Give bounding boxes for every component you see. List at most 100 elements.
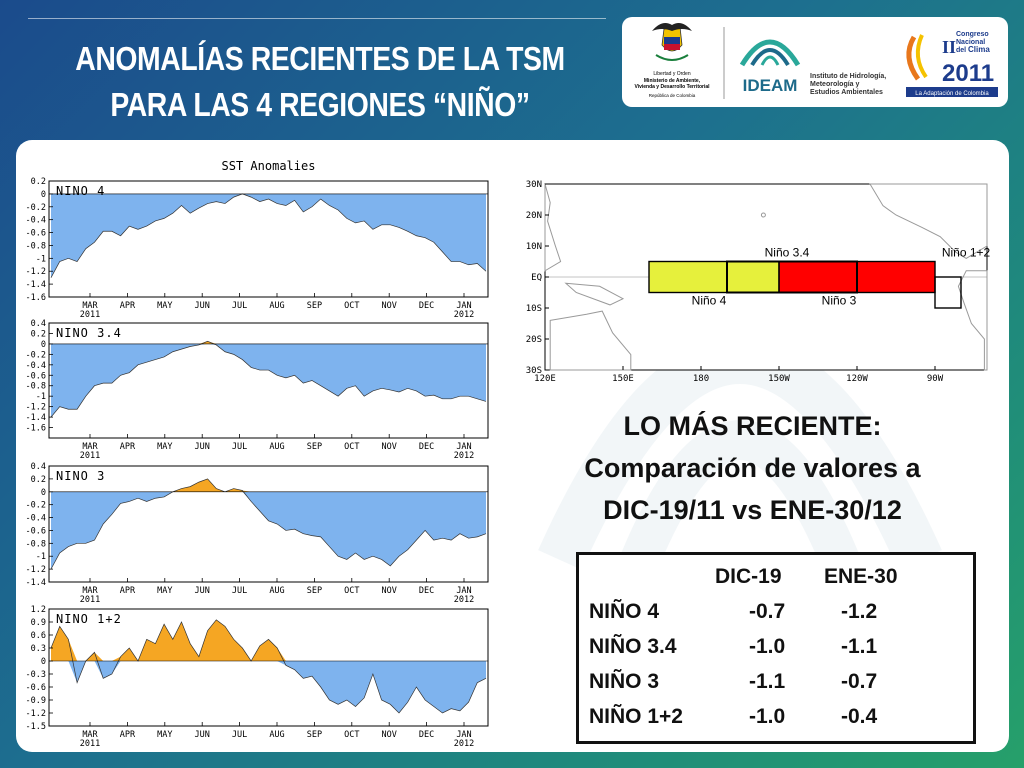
- lat-label: EQ: [531, 273, 542, 283]
- x-tick-label: JUN: [195, 586, 210, 596]
- latest-subtitle-1: Comparación de valores a: [584, 453, 921, 483]
- row-dic: -1.0: [749, 635, 786, 658]
- x-tick-label: MAR: [82, 442, 98, 452]
- y-tick-label: -1: [36, 254, 46, 264]
- nino4-label: Niño 4: [692, 294, 727, 308]
- lon-label: 150E: [612, 374, 634, 384]
- x-tick-label: OCT: [344, 730, 359, 740]
- lon-label: 90W: [927, 374, 944, 384]
- table-row: NIÑO 3.4 -1.0 -1.1: [579, 635, 973, 665]
- chart-panel-3: 0.4 0.2 0 -0.2 -0.4 -0.6 -0.8 -1 -1.2 -1.4 MAR APR M…: [26, 462, 489, 605]
- y-tick-label: -0.6: [26, 683, 46, 693]
- y-tick-label: 0.2: [31, 329, 46, 339]
- x-tick-label: DEC: [419, 301, 434, 311]
- region-label: NINO 3.4: [56, 326, 122, 340]
- row-dic: -0.7: [749, 600, 786, 623]
- lat-label: 20N: [526, 211, 542, 221]
- y-tick-label: 0: [41, 190, 46, 200]
- y-tick-label: -0.2: [26, 203, 46, 213]
- x-tick-label: APR: [120, 442, 136, 452]
- year-label-2011: 2011: [80, 595, 100, 605]
- y-tick-label: -0.9: [26, 696, 46, 706]
- hawaii-shape: [760, 212, 766, 218]
- y-tick-label: -0.4: [26, 361, 46, 371]
- x-tick-label: OCT: [344, 301, 359, 311]
- ministry-line-3: Vivienda y Desarrollo Territorial: [634, 84, 710, 90]
- nino34-region-outline: [726, 260, 858, 294]
- x-tick-label: APR: [120, 586, 136, 596]
- row-ene: -0.4: [841, 705, 878, 728]
- x-tick-label: AUG: [269, 586, 284, 596]
- new-guinea-shape: [564, 282, 625, 306]
- x-tick-label: MAR: [82, 586, 98, 596]
- anomaly-line: [50, 193, 487, 278]
- row-dic: -1.1: [749, 670, 786, 693]
- congreso-del: del: [956, 47, 966, 54]
- x-tick-label: JAN: [456, 730, 471, 740]
- x-tick-label: JUL: [232, 730, 247, 740]
- plot-frame: [48, 180, 489, 298]
- congreso-tagline: La Adaptación de Colombia: [915, 91, 989, 97]
- x-tick-label: JUN: [195, 730, 210, 740]
- ideam-line-1: Instituto de Hidrología,: [810, 73, 886, 80]
- lat-label: 10N: [526, 242, 542, 252]
- latest-heading: LO MÁS RECIENTE: Comparación de valores …: [510, 405, 995, 531]
- year-label-2011: 2011: [80, 451, 100, 461]
- y-tick-label: -1.2: [26, 403, 46, 413]
- y-tick-label: 0: [41, 488, 46, 498]
- coastline-shapes: [544, 183, 988, 371]
- x-tick-label: JAN: [456, 442, 471, 452]
- ideam-logo: IDEAM Instituto de Hidrología, Meteorolo…: [739, 39, 886, 96]
- chart-panel-1: 0.2 0 -0.2 -0.4 -0.6 -0.8 -1 -1.2 -1.4 -1.6 MAR APR…: [26, 177, 489, 320]
- x-tick-label: NOV: [382, 301, 397, 311]
- x-tick-label: MAR: [82, 301, 98, 311]
- row-region: NIÑO 4: [589, 600, 660, 623]
- lat-label: 30S: [526, 366, 542, 376]
- year-label-2012: 2012: [454, 595, 474, 605]
- title-line-1: ANOMALÍAS RECIENTES DE LA TSM: [75, 40, 565, 77]
- plot-frame: [48, 608, 489, 727]
- latest-subtitle-2: DIC-19/11 vs ENE-30/12: [603, 495, 902, 525]
- slide-title: ANOMALÍAS RECIENTES DE LA TSM PARA LAS 4…: [62, 36, 578, 128]
- x-tick-label: AUG: [269, 730, 284, 740]
- x-tick-label: NOV: [382, 586, 397, 596]
- y-tick-label: 0.3: [31, 644, 46, 654]
- map-regions: Niño 4 Niño 3.4 Niño 3 Niño 1+2: [648, 246, 991, 309]
- y-tick-label: 0.9: [31, 618, 46, 628]
- y-tick-label: -1.4: [26, 280, 46, 290]
- y-tick-label: -1: [36, 552, 46, 562]
- logo-banner: Libertad y Orden Ministerio de Ambiente,…: [622, 17, 1008, 107]
- chart-panel-4: 1.2 0.9 0.6 0.3 0 -0.3 -0.6 -0.9 -1.2 -1.5 MAR APR M…: [26, 605, 489, 749]
- logos-svg: Libertad y Orden Ministerio de Ambiente,…: [634, 23, 998, 99]
- x-tick-label: DEC: [419, 586, 434, 596]
- x-tick-label: DEC: [419, 730, 434, 740]
- x-tick-label: JUL: [232, 442, 247, 452]
- asia-coast-shape: [544, 183, 562, 272]
- x-tick-label: MAY: [157, 442, 172, 452]
- row-region: NIÑO 1+2: [589, 705, 683, 728]
- x-tick-label: MAY: [157, 301, 172, 311]
- ideam-name: IDEAM: [743, 76, 798, 95]
- chart-title: SST Anomalies: [222, 159, 316, 173]
- ministry-line-4: República de Colombia: [649, 93, 696, 98]
- x-tick-label: DEC: [419, 442, 434, 452]
- y-tick-label: -0.4: [26, 514, 46, 524]
- comparison-table: DIC-19 ENE-30 NIÑO 4 -0.7 -1.2 NIÑO 3.4 …: [576, 552, 976, 744]
- y-tick-label: -1.6: [26, 424, 46, 434]
- table-row: NIÑO 3 -1.1 -0.7: [579, 670, 973, 700]
- y-tick-label: -1.4: [26, 413, 46, 423]
- year-label-2011: 2011: [80, 310, 100, 320]
- anomaly-line: [50, 619, 487, 714]
- x-tick-label: OCT: [344, 442, 359, 452]
- positive-anomaly-area: [51, 619, 486, 661]
- y-tick-label: 1.2: [31, 605, 46, 615]
- positive-anomaly-area: [51, 478, 486, 492]
- x-tick-label: AUG: [269, 301, 284, 311]
- lat-label: 10S: [526, 304, 542, 314]
- x-tick-label: NOV: [382, 730, 397, 740]
- x-tick-label: MAY: [157, 730, 172, 740]
- central-america-shape: [869, 183, 988, 259]
- nino3-label: Niño 3: [822, 294, 857, 308]
- row-ene: -1.1: [841, 635, 878, 658]
